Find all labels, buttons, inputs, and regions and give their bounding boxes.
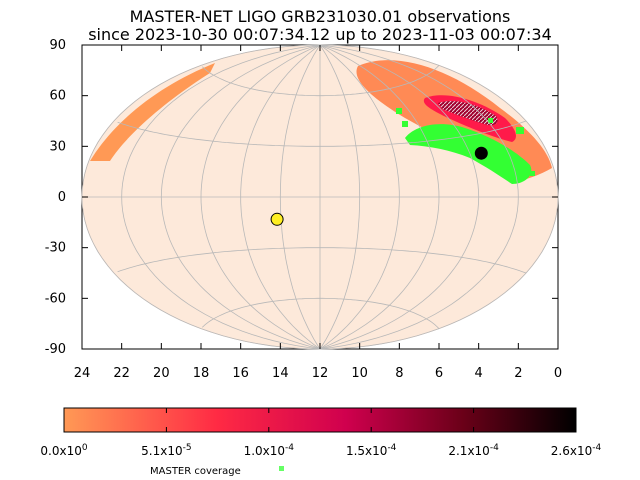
x-tick-label: 0: [554, 366, 562, 381]
colorbar: [63, 407, 577, 433]
parallel-line: [202, 297, 440, 329]
master-coverage-region: [405, 124, 532, 184]
y-tick-label: 90: [49, 38, 66, 53]
y-tick-label: 0: [58, 190, 66, 205]
probability-region-hatch: [438, 100, 498, 126]
colorbar-tick-label: 5.1x10-5: [141, 443, 191, 458]
probability-regions: [90, 60, 552, 184]
chart-subtitle: since 2023-10-30 00:07:34.12 up to 2023-…: [88, 25, 552, 44]
master-coverage-tile: [396, 108, 402, 114]
y-axis: 90 60 30 0 -30 -60 -90: [45, 38, 558, 357]
x-tick-label: 12: [312, 366, 329, 381]
graticule: [81, 44, 559, 350]
master-coverage-tile: [530, 171, 535, 176]
chart-title: MASTER-NET LIGO GRB231030.01 observation…: [129, 7, 511, 26]
colorbar-tick-label: 1.0x10-4: [244, 443, 295, 458]
y-tick-label: 30: [49, 139, 66, 154]
x-tick-label: 4: [475, 366, 483, 381]
x-tick-label: 22: [113, 366, 130, 381]
master-coverage-tile: [516, 127, 524, 134]
probability-region-left: [90, 63, 215, 161]
x-tick-label: 8: [395, 366, 403, 381]
x-tick-label: 20: [153, 366, 170, 381]
y-tick-label: -30: [45, 241, 66, 256]
master-coverage-tile: [488, 118, 493, 123]
x-tick-label: 2: [514, 366, 522, 381]
y-tick-label: 60: [49, 89, 66, 104]
x-tick-label: 16: [232, 366, 249, 381]
x-tick-label: 6: [435, 366, 443, 381]
moon-marker: [474, 146, 488, 160]
y-tick-label: -90: [45, 342, 66, 357]
y-tick-label: -60: [45, 291, 66, 306]
parallel-line: [202, 65, 440, 97]
legend-label: MASTER coverage: [150, 466, 241, 477]
marker-points: [270, 146, 488, 226]
colorbar-tick-label: 0.0x100: [40, 443, 87, 458]
colorbar-tick-label: 2.1x10-4: [448, 443, 499, 458]
colorbar-ticks: 0.0x100 5.1x10-5 1.0x10-4 1.5x10-4 2.1x10-4 2…: [40, 408, 601, 458]
parallel-line: [117, 120, 527, 147]
master-coverage-tile: [402, 121, 408, 127]
x-tick-label: 10: [351, 366, 368, 381]
x-axis: 24 22 20 18 16 14 12 10 8 6 4 2 0: [74, 45, 562, 381]
sun-marker: [270, 212, 284, 226]
x-tick-label: 14: [272, 366, 289, 381]
x-tick-label: 24: [74, 366, 91, 381]
parallel-line: [117, 247, 527, 274]
legend-swatch: [279, 466, 284, 471]
x-tick-label: 18: [193, 366, 210, 381]
colorbar-tick-label: 1.5x10-4: [346, 443, 397, 458]
colorbar-tick-label: 2.6x10-4: [551, 443, 602, 458]
